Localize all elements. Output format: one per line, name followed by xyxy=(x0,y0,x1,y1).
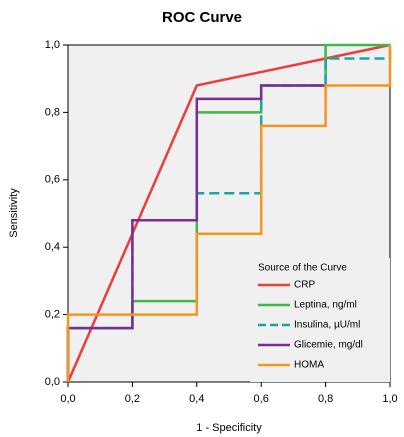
x-axis-label: 1 - Specificity xyxy=(196,422,262,434)
legend-box xyxy=(250,258,390,382)
legend-label: Leptina, ng/ml xyxy=(294,300,357,311)
x-tick-label: 0,4 xyxy=(189,393,204,405)
roc-line xyxy=(66,84,326,382)
x-tick-label: 0,2 xyxy=(125,393,140,405)
roc-line xyxy=(66,45,392,382)
y-tick-label: 0,6 xyxy=(45,174,60,186)
y-axis-label: Sensitivity xyxy=(8,188,20,238)
y-tick-label: 1,0 xyxy=(45,39,60,51)
x-tick-label: 0,0 xyxy=(60,393,75,405)
x-tick-label: 0,8 xyxy=(318,393,333,405)
x-tick-label: 1,0 xyxy=(382,393,397,405)
legend-label: HOMA xyxy=(294,360,324,371)
legend-label: CRP xyxy=(294,280,315,291)
x-tick-label: 0,6 xyxy=(254,393,269,405)
y-tick-label: 0,0 xyxy=(45,376,60,388)
y-tick-label: 0,2 xyxy=(45,309,60,321)
y-tick-label: 0,4 xyxy=(45,241,60,253)
y-tick-label: 0,8 xyxy=(45,106,60,118)
legend-title: Source of the Curve xyxy=(258,263,347,274)
chart-title: ROC Curve xyxy=(162,9,242,26)
legend-label: Glicemie, mg/dl xyxy=(294,340,363,351)
legend-label: Insulina, µU/ml xyxy=(294,320,360,331)
